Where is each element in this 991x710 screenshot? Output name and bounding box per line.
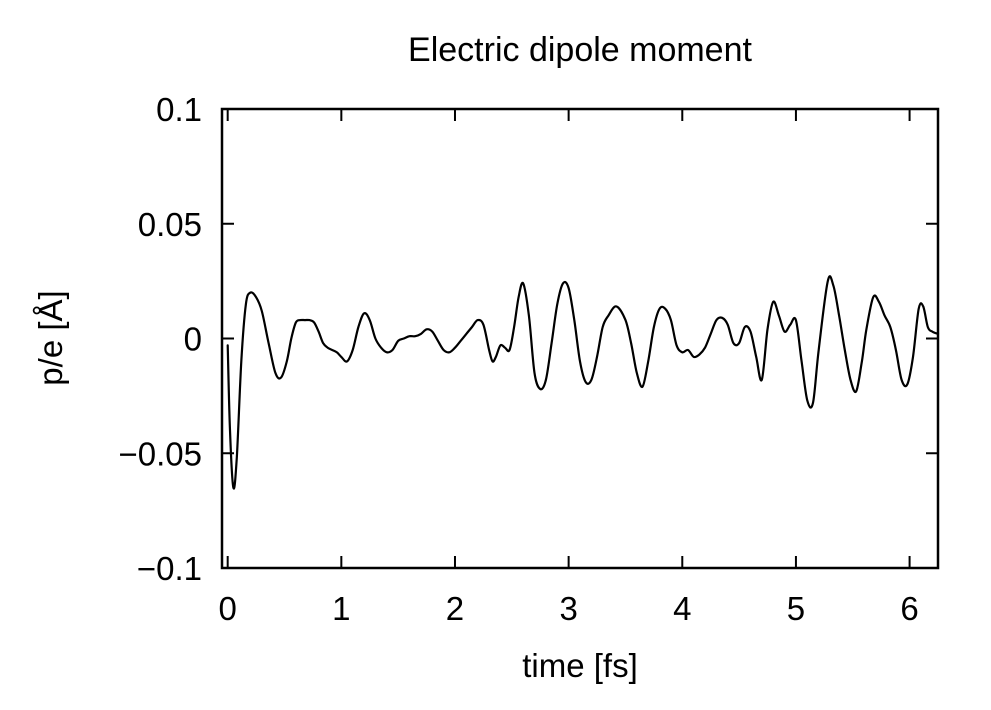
x-tick-label: 5 [787,590,805,627]
y-axis-label: p/e [Å] [32,290,69,385]
x-axis-label: time [fs] [522,647,638,684]
x-axis-ticks: 0 1 2 3 4 5 6 [219,109,919,627]
plot-frame [220,107,940,570]
x-tick-label: 1 [332,590,350,627]
y-tick-label: −0.1 [137,550,202,587]
y-tick-label: 0.05 [138,206,202,243]
y-tick-label: 0.1 [156,91,202,128]
x-tick-label: 6 [900,590,918,627]
x-tick-label: 2 [446,590,464,627]
y-tick-label: 0 [184,321,202,358]
y-tick-label: −0.05 [119,435,203,472]
x-tick-label: 3 [559,590,577,627]
chart-title: Electric dipole moment [408,31,752,69]
y-axis-ticks: 0.1 0.05 0 −0.05 −0.1 [119,91,938,587]
series-line [226,275,940,490]
x-tick-label: 4 [673,590,691,627]
x-tick-label: 0 [219,590,237,627]
